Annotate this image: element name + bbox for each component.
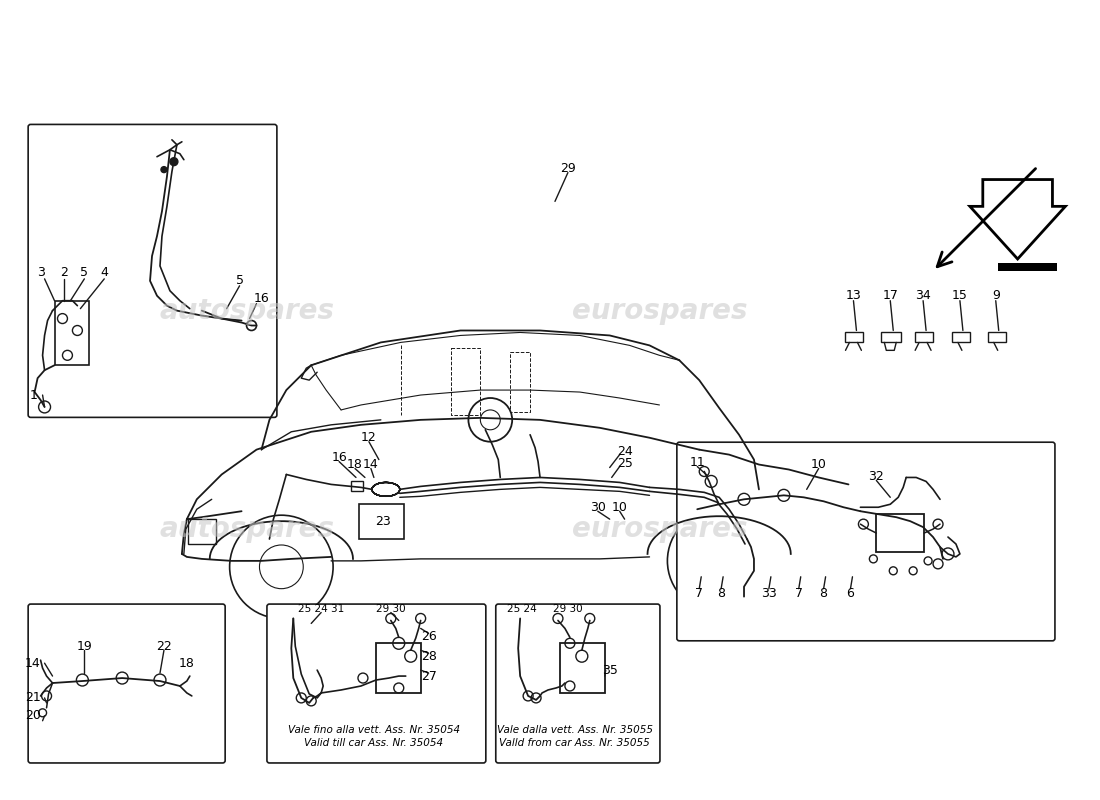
Text: 8: 8	[717, 587, 725, 600]
Bar	[359, 504, 404, 539]
Text: 10: 10	[612, 501, 628, 514]
FancyBboxPatch shape	[496, 604, 660, 763]
Text: 8: 8	[820, 587, 827, 600]
Text: 17: 17	[882, 290, 899, 302]
Bar	[998, 263, 1057, 271]
Text: 5: 5	[235, 274, 243, 287]
Bar	[877, 514, 924, 552]
Text: 25 24: 25 24	[507, 603, 537, 614]
Text: 18: 18	[179, 657, 195, 670]
Text: 12: 12	[361, 431, 377, 444]
Text: 32: 32	[869, 470, 884, 483]
Bar	[351, 482, 363, 491]
Text: 19: 19	[77, 640, 92, 653]
Text: 15: 15	[952, 290, 968, 302]
Bar	[560, 643, 605, 693]
Text: 18: 18	[348, 458, 363, 471]
Text: 29: 29	[560, 162, 575, 175]
Text: 4: 4	[100, 266, 108, 279]
Text: 2: 2	[60, 266, 68, 279]
FancyBboxPatch shape	[267, 604, 486, 763]
Text: 34: 34	[915, 290, 931, 302]
Text: 3: 3	[36, 266, 45, 279]
Bar	[188, 519, 216, 544]
Text: autospares: autospares	[160, 297, 334, 325]
Bar	[376, 643, 420, 693]
Text: Vale fino alla vett. Ass. Nr. 35054: Vale fino alla vett. Ass. Nr. 35054	[288, 725, 460, 734]
Text: 7: 7	[794, 587, 803, 600]
Text: 28: 28	[420, 650, 437, 662]
Text: 29 30: 29 30	[376, 603, 406, 614]
Text: autospares: autospares	[160, 515, 334, 543]
Text: 25: 25	[617, 457, 632, 470]
Bar	[881, 333, 901, 342]
Text: Valld from car Ass. Nr. 35055: Valld from car Ass. Nr. 35055	[499, 738, 650, 748]
Bar	[55, 301, 89, 366]
Text: 14: 14	[25, 657, 41, 670]
Text: 25 24 31: 25 24 31	[298, 603, 344, 614]
Text: 27: 27	[420, 670, 437, 682]
Text: 33: 33	[761, 587, 777, 600]
Text: 29 30: 29 30	[553, 603, 583, 614]
Text: 14: 14	[363, 458, 378, 471]
Circle shape	[161, 166, 167, 173]
Text: Valid till car Ass. Nr. 35054: Valid till car Ass. Nr. 35054	[305, 738, 443, 748]
Text: 5: 5	[80, 266, 88, 279]
Bar	[915, 333, 933, 342]
Bar	[988, 333, 1005, 342]
FancyBboxPatch shape	[29, 125, 277, 418]
Text: 21: 21	[25, 691, 41, 705]
Bar	[952, 333, 970, 342]
Text: 9: 9	[992, 290, 1000, 302]
Bar	[846, 333, 864, 342]
Text: 6: 6	[847, 587, 855, 600]
FancyBboxPatch shape	[29, 604, 226, 763]
Text: 26: 26	[420, 630, 437, 643]
Text: 13: 13	[846, 290, 861, 302]
Text: 30: 30	[590, 501, 606, 514]
Text: 24: 24	[617, 445, 632, 458]
Text: 7: 7	[695, 587, 703, 600]
Text: eurospares: eurospares	[572, 297, 747, 325]
Text: 16: 16	[254, 292, 270, 306]
Text: 22: 22	[156, 640, 172, 653]
Text: 35: 35	[602, 664, 617, 677]
Text: 1: 1	[30, 389, 37, 402]
FancyBboxPatch shape	[676, 442, 1055, 641]
Text: 16: 16	[331, 451, 346, 464]
Text: 23: 23	[375, 514, 390, 528]
Text: 20: 20	[24, 710, 41, 722]
Circle shape	[169, 158, 178, 166]
Text: 11: 11	[690, 456, 705, 469]
Text: 10: 10	[811, 458, 826, 471]
Text: Vale dalla vett. Ass. Nr. 35055: Vale dalla vett. Ass. Nr. 35055	[497, 725, 653, 734]
Text: eurospares: eurospares	[572, 515, 747, 543]
